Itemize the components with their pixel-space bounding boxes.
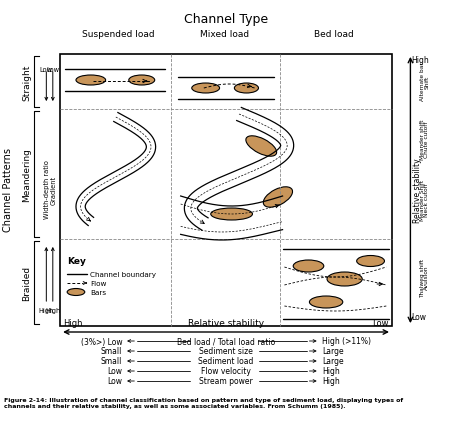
Text: Bed load / Total load ratio: Bed load / Total load ratio	[177, 337, 275, 346]
Text: Low: Low	[107, 367, 122, 376]
Ellipse shape	[129, 76, 155, 86]
Text: Large: Large	[322, 347, 344, 356]
Ellipse shape	[327, 272, 362, 286]
Text: Large: Large	[322, 356, 344, 366]
Text: High: High	[322, 377, 340, 386]
Ellipse shape	[211, 209, 253, 221]
Text: Low: Low	[46, 67, 59, 73]
Ellipse shape	[310, 296, 343, 308]
Text: Flow: Flow	[90, 280, 106, 286]
Text: Bars: Bars	[90, 289, 106, 295]
Ellipse shape	[234, 84, 258, 94]
Text: Thalweg shift: Thalweg shift	[419, 258, 425, 297]
Text: High: High	[63, 318, 82, 327]
Text: Channel boundary: Channel boundary	[90, 271, 156, 277]
Ellipse shape	[356, 256, 384, 267]
Ellipse shape	[76, 76, 106, 86]
Text: High: High	[322, 367, 340, 376]
Text: High: High	[411, 55, 429, 64]
Text: Meander Shift: Meander Shift	[419, 179, 425, 220]
Text: Mixed load: Mixed load	[200, 30, 249, 39]
Ellipse shape	[264, 187, 292, 208]
Ellipse shape	[293, 261, 324, 272]
Text: Flow velocity: Flow velocity	[201, 367, 251, 376]
Text: High (>11%): High (>11%)	[322, 337, 372, 346]
Text: Neck cutoff: Neck cutoff	[424, 183, 429, 216]
Text: Low: Low	[411, 313, 426, 322]
Text: Stream power: Stream power	[199, 377, 253, 386]
Text: Shift: Shift	[424, 75, 429, 89]
Text: Low: Low	[107, 377, 122, 386]
Ellipse shape	[246, 136, 277, 157]
Text: Channel Type: Channel Type	[184, 13, 268, 26]
Text: Low: Low	[40, 67, 53, 73]
Text: Sediment size: Sediment size	[199, 347, 253, 356]
Text: Width-depth ratio: Width-depth ratio	[44, 160, 50, 219]
Text: (3%>) Low: (3%>) Low	[81, 337, 122, 346]
Ellipse shape	[192, 84, 219, 94]
Text: High: High	[39, 307, 54, 313]
Text: Relative stability: Relative stability	[188, 318, 264, 327]
Text: High: High	[45, 307, 60, 313]
Text: Relative stability: Relative stability	[413, 158, 422, 223]
Text: Gradient: Gradient	[51, 175, 57, 204]
Text: Bed load: Bed load	[314, 30, 354, 39]
Text: Key: Key	[67, 257, 86, 266]
Text: Braided: Braided	[22, 265, 31, 301]
Text: Meandering: Meandering	[22, 148, 31, 202]
Text: Small: Small	[101, 347, 122, 356]
Text: Small: Small	[101, 356, 122, 366]
Ellipse shape	[67, 289, 85, 296]
Text: Figure 2-14: Illustration of channel classification based on pattern and type of: Figure 2-14: Illustration of channel cla…	[4, 397, 403, 408]
Bar	[60, 55, 392, 326]
Text: Sediment load: Sediment load	[198, 356, 254, 366]
Text: Low: Low	[373, 318, 389, 327]
Text: Chute cutoff: Chute cutoff	[424, 121, 429, 158]
Text: Meander shift: Meander shift	[419, 120, 425, 160]
Text: Suspended load: Suspended load	[82, 30, 155, 39]
Text: Channel Patterns: Channel Patterns	[3, 147, 13, 231]
Text: Avulsion: Avulsion	[424, 265, 429, 289]
Text: Straight: Straight	[22, 64, 31, 101]
Text: Alternate bar: Alternate bar	[419, 62, 425, 101]
